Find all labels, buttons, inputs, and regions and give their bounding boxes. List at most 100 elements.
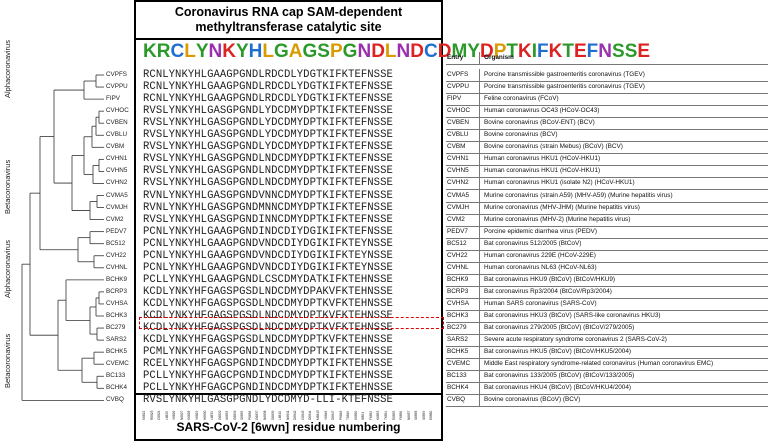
logo-letter: T <box>506 41 519 62</box>
alignment-sequence: RCNLYNKYHLGAAGPGNDLRDCDLYDGTKIFKTEFNSSE <box>143 81 393 94</box>
entry-id: CVEMC <box>446 358 480 371</box>
organism-name: Bovine coronavirus (BCoV) (BCV) <box>484 396 581 404</box>
alignment-sequence: RVSLYNKYHLGASGPGNDLNDCDMYDPTKIFKTEFNSSE <box>143 153 393 166</box>
entry-row: SARS2 Severe acute respiratory syndrome c… <box>446 334 768 347</box>
entry-row: CVBEN Bovine coronavirus (BCoV-ENT) (BCV) <box>446 117 768 130</box>
logo-letter: N <box>396 41 411 62</box>
logo-letter: C <box>170 41 185 62</box>
alignment-sequence: RVNLYNKYHLGASGPGNDMNNCDMYDPTKIFKTEFNSSE <box>143 201 393 214</box>
organism-name: Porcine transmissible gastroenteritis co… <box>484 71 645 78</box>
entry-row: CVHSA Human SARS coronavirus (SARS-CoV) <box>446 297 768 310</box>
entry-id: CVHN5 <box>446 165 480 178</box>
entry-row: CVHN1 Human coronavirus HKU1 (HCoV-HKU1) <box>446 153 768 166</box>
entry-id: CVBLU <box>446 129 480 142</box>
organism-column-header: Organism <box>484 54 514 61</box>
logo-letter: E <box>637 41 651 62</box>
tree-leaf-label: BCHK9 <box>106 275 127 283</box>
clade-label-alpha-2: Alphacoronavirus <box>3 240 12 298</box>
entry-row-divider <box>446 334 768 336</box>
organism-name: Feline coronavirus (FCoV) <box>484 95 559 103</box>
logo-letter: S <box>624 41 638 62</box>
entry-row: CVHNL Human coronavirus NL63 (HCoV-NL63) <box>446 261 768 274</box>
entry-row: BCHK9 Bat coronavirus HKU9 (BtCoV) (BtCoV… <box>446 273 768 286</box>
alignment-sequence: PCNLYNKYHLGAAGPGNDVNDCDIYDGIKIFKTEYNSSE <box>143 249 393 262</box>
logo-letter: L <box>184 41 196 62</box>
alignment-sequence: PCLLYNKYHFGAGCPGNDINDCDMYDPTKIFKTEHNSSE <box>143 382 393 395</box>
clade-label-beta-1: Betacoronavirus <box>3 159 12 214</box>
residue-number: E6860 <box>429 410 434 420</box>
entry-id: BCRP3 <box>446 285 480 298</box>
organism-name: Human coronavirus NL63 (HCoV-NL63) <box>484 263 597 271</box>
title-box: Coronavirus RNA cap SAM-dependent methyl… <box>134 0 443 38</box>
logo-letter: K <box>222 41 236 62</box>
logo-letter: P <box>329 41 343 62</box>
logo-letter: A <box>288 41 303 62</box>
alignment-sequence: PCNLYNKYHLGAAGPGNDVNDCDIYDGIKIFKTEYNSSE <box>143 261 393 274</box>
entry-id: BCHK5 <box>446 346 480 359</box>
alignment-sequence: PCMLYNKYHFGAGSPGNDINDCDMYDPTKIFKTEHNSSE <box>143 346 393 359</box>
tree-leaf-label: CVMJH <box>106 203 128 211</box>
entry-row: CVH22 Human coronavirus 229E (HCoV-229E) <box>446 249 768 262</box>
entry-row-divider <box>446 117 768 119</box>
entry-row: CVBQ Bovine coronavirus (BCoV) (BCV) <box>446 394 768 407</box>
entry-id: CVHN2 <box>446 177 480 190</box>
tree-leaf-label: CVHNL <box>106 263 128 271</box>
tree-leaf-label: CVBQ <box>106 396 124 404</box>
entry-row-divider <box>446 225 768 227</box>
entry-id: CVHN1 <box>446 153 480 166</box>
entry-header-divider <box>446 64 768 65</box>
tree-leaf-label: CVHN2 <box>106 179 128 187</box>
tree-leaf-label: BCHK5 <box>106 348 127 356</box>
organism-name: Murine coronavirus (MHV-JHM) (Murine hep… <box>484 203 640 211</box>
entry-row-divider <box>446 322 768 323</box>
alignment-sequence: PCNLYNKYHLGAAGPGNDINDCDIYDGIKIFKTEFNSSE <box>143 225 393 238</box>
tree-leaf-label: CVHN1 <box>106 155 128 163</box>
alignment-sequence: RVSLYNKYHLGASGPGNDLYDCDMYDPTKIFKTEFNSSE <box>143 105 393 118</box>
alignment-sequence: RVSLYNKYHLGASGPGNDLYDCDMYDPTKIFKTEFNSSE <box>143 117 393 130</box>
entry-id: CVBM <box>446 141 480 154</box>
entry-row-divider <box>446 394 768 396</box>
tree-leaf-label: BCHK3 <box>106 312 127 319</box>
tree-leaf-label: BCRP3 <box>106 287 127 295</box>
entry-id: BCHK3 <box>446 310 480 322</box>
logo-letter: G <box>342 41 358 62</box>
logo-letter: E <box>573 41 587 62</box>
entry-row-divider <box>446 370 768 372</box>
alignment-sequence: KCDLYNKYHFGAGSPGSDLNDCDMYDPTKVFKTEHNSSE <box>143 334 393 347</box>
organism-name: Human coronavirus HKU1 (HCoV-HKU1) <box>484 155 601 163</box>
logo-letter: H <box>248 41 263 62</box>
entry-row-divider <box>446 285 768 287</box>
logo-letter: F <box>586 41 599 62</box>
alignment-sequence: RVSLYNKYHLGASGPGNDLNDCDMYDPTKIFKTEFNSSE <box>143 177 393 190</box>
entry-row-divider <box>446 177 768 179</box>
entry-row: CVBLU Bovine coronavirus (BCV) <box>446 129 768 142</box>
entry-id: CVMA5 <box>446 189 480 202</box>
logo-letter: G <box>302 41 318 62</box>
alignment-sequence: PCLLYNKYHFGAGCPGNDINDCDMYDPTKIFKTEHNSSE <box>143 370 393 383</box>
entry-row-divider <box>446 141 768 143</box>
entry-id: BCHK9 <box>446 273 480 286</box>
phylogenetic-tree <box>21 74 104 401</box>
organism-name: Porcine transmissible gastroenteritis co… <box>484 83 645 91</box>
entry-row-divider <box>446 406 768 408</box>
entry-row-divider <box>446 129 768 131</box>
entry-id: CVMJH <box>446 201 480 214</box>
entry-id: CVPPU <box>446 81 480 94</box>
entry-row-divider <box>446 261 768 263</box>
tree-leaf-label: CVBEN <box>106 119 128 127</box>
entry-id: FIPV <box>446 93 480 106</box>
figure-title: Coronavirus RNA cap SAM-dependent methyl… <box>174 5 403 34</box>
organism-name: Human coronavirus HKU1 (HCoV-HKU1) <box>484 167 601 175</box>
entry-id: CVBEN <box>446 117 480 130</box>
alignment-sequence: RVSLYNKYHLGASGPGNDLNDCDMYDPTKIFKTEFNSSE <box>143 165 393 178</box>
logo-letter: N <box>208 41 223 62</box>
tree-leaf-label: FIPV <box>106 95 120 103</box>
entry-id: CVHNL <box>446 261 480 274</box>
tree-leaf-label: CVMA5 <box>106 191 128 199</box>
logo-letter: D <box>410 41 424 62</box>
entry-row-divider <box>446 346 768 348</box>
entry-row: CVHN5 Human coronavirus HKU1 (HCoV-HKU1) <box>446 165 768 178</box>
logo-letter: N <box>598 41 613 62</box>
clade-label-alpha-1: Alphacoronavirus <box>3 40 12 98</box>
organism-name: Human coronavirus OC43 (HCoV-OC43) <box>484 107 600 115</box>
